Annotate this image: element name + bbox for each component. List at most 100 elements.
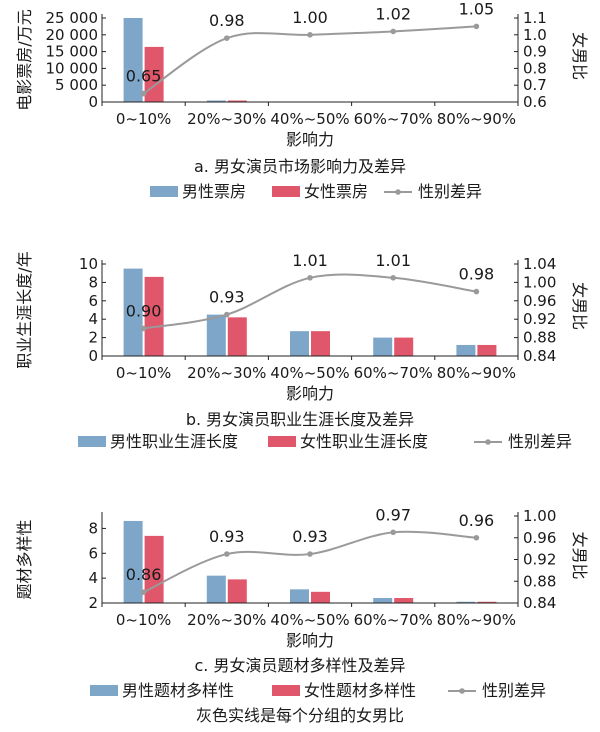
y2-tick-label: 1.00 [523,273,556,291]
y2-tick-label: 0.88 [523,572,556,590]
legend-swatch-male [90,685,118,696]
bar-female-3 [311,591,330,603]
y-tick-label: 2 [88,329,98,347]
bar-male-2 [206,575,226,603]
x-tick-label: 40%~50% [270,611,349,629]
ratio-data-label: 0.98 [459,265,495,284]
ratio-point-4 [390,529,397,536]
x-tick-label: 0~10% [116,611,171,629]
y-tick-label: 10 000 [46,59,99,77]
y2-tick-label: 0.92 [523,310,556,328]
ratio-point-3 [307,551,313,557]
y-tick-label: 4 [88,310,98,328]
ratio-point-3 [307,275,313,281]
ratio-point-1 [140,325,147,332]
bar-female-5 [477,344,497,356]
y-tick-label: 20 000 [46,26,99,44]
x-tick-label: 40%~50% [270,364,349,382]
y2-tick-label: 0.8 [523,59,547,77]
ratio-data-label: 0.93 [292,527,328,546]
legend-label-male: 男性职业生涯长度 [110,432,238,451]
y2-tick-label: 0.84 [523,347,556,365]
legend: 男性职业生涯长度 女性职业生涯长度 性别差异 [78,432,572,451]
ratio-point-5 [473,23,480,30]
bar-female-1 [144,276,164,356]
ratio-data-label: 1.02 [375,4,411,23]
y2-tick-label: 0.96 [523,292,556,310]
legend: 男性票房 女性票房 性别差异 [150,182,482,201]
ratio-point-1 [140,589,147,595]
y-axis-title: 职业生涯长度/年 [15,251,34,368]
y2-axis-title: 女男比 [570,32,589,80]
x-tick-label: 80%~90% [437,364,516,382]
ratio-data-label: 1.01 [375,251,411,270]
x-axis-title: 影响力 [286,384,334,403]
ratio-point-5 [473,288,480,295]
bar-female-3 [311,331,330,356]
bar-female-5 [477,601,497,603]
bar-female-2 [227,579,247,603]
legend-label-ratio: 性别差异 [482,681,546,700]
ratio-point-4 [390,28,397,35]
bar-male-2 [206,100,226,102]
ratio-point-5 [473,534,480,541]
legend-label-ratio: 性别差异 [418,182,482,201]
x-tick-label: 60%~70% [354,364,433,382]
y-tick-label: 6 [88,292,98,310]
ratio-point-4 [390,275,397,281]
ratio-data-label: 0.96 [459,511,495,530]
ratio-data-label: 1.05 [459,0,495,18]
ratio-data-label: 0.86 [126,565,162,584]
legend-label-female: 女性职业生涯长度 [300,432,428,451]
legend-marker-ratio [459,688,465,694]
legend-swatch-male [78,436,106,447]
legend: 男性题材多样性 女性题材多样性 性别差异 [90,681,546,700]
y2-tick-label: 0.7 [523,76,547,94]
legend-swatch-female [268,436,296,447]
y-tick-label: 2 [88,594,98,612]
y2-tick-label: 0.88 [523,329,556,347]
bar-male-5 [456,344,476,356]
y-tick-label: 6 [88,544,98,562]
y-tick-label: 0 [88,93,98,111]
ratio-data-label: 0.97 [375,505,411,524]
bar-male-1 [123,268,143,356]
x-tick-label: 20%~30% [187,364,266,382]
y-tick-label: 8 [88,519,98,537]
y2-axis-title: 女男比 [570,531,589,579]
x-tick-label: 40%~50% [270,110,349,128]
x-tick-label: 80%~90% [437,110,516,128]
x-tick-label: 20%~30% [187,110,266,128]
y2-tick-label: 1.04 [523,255,556,273]
y2-tick-label: 0.92 [523,551,556,569]
x-tick-label: 60%~70% [354,611,433,629]
bar-male-3 [290,589,309,603]
y2-tick-label: 1.00 [523,507,556,525]
y-tick-label: 5 000 [55,76,98,94]
bar-female-2 [227,100,247,102]
legend-label-female: 女性票房 [304,182,368,201]
ratio-data-label: 0.90 [126,301,162,320]
y-tick-label: 0 [88,347,98,365]
legend-label-male: 男性题材多样性 [122,681,234,700]
bar-female-2 [227,317,247,356]
x-tick-label: 0~10% [116,110,171,128]
chart-caption: c. 男女演员题材多样性及差异 [195,656,406,675]
legend-swatch-male [150,186,178,197]
x-tick-label: 20%~30% [187,611,266,629]
x-axis-title: 影响力 [286,130,334,149]
bar-male-4 [373,337,393,356]
ratio-data-label: 0.65 [126,67,162,86]
bar-male-1 [123,18,143,102]
chart-caption: b. 男女演员职业生涯长度及差异 [186,410,414,429]
bar-female-4 [394,337,414,356]
bar-male-4 [373,598,393,603]
y2-tick-label: 0.96 [523,529,556,547]
bar-male-3 [290,331,309,356]
chart-panel-3: 2 4 6 8 0.84 0.88 0.92 0.96 1.00 0~10% 20%~30% 40%~… [15,505,589,700]
y-tick-label: 15 000 [46,43,99,61]
y2-tick-label: 1.1 [523,9,547,27]
x-tick-label: 0~10% [116,364,171,382]
